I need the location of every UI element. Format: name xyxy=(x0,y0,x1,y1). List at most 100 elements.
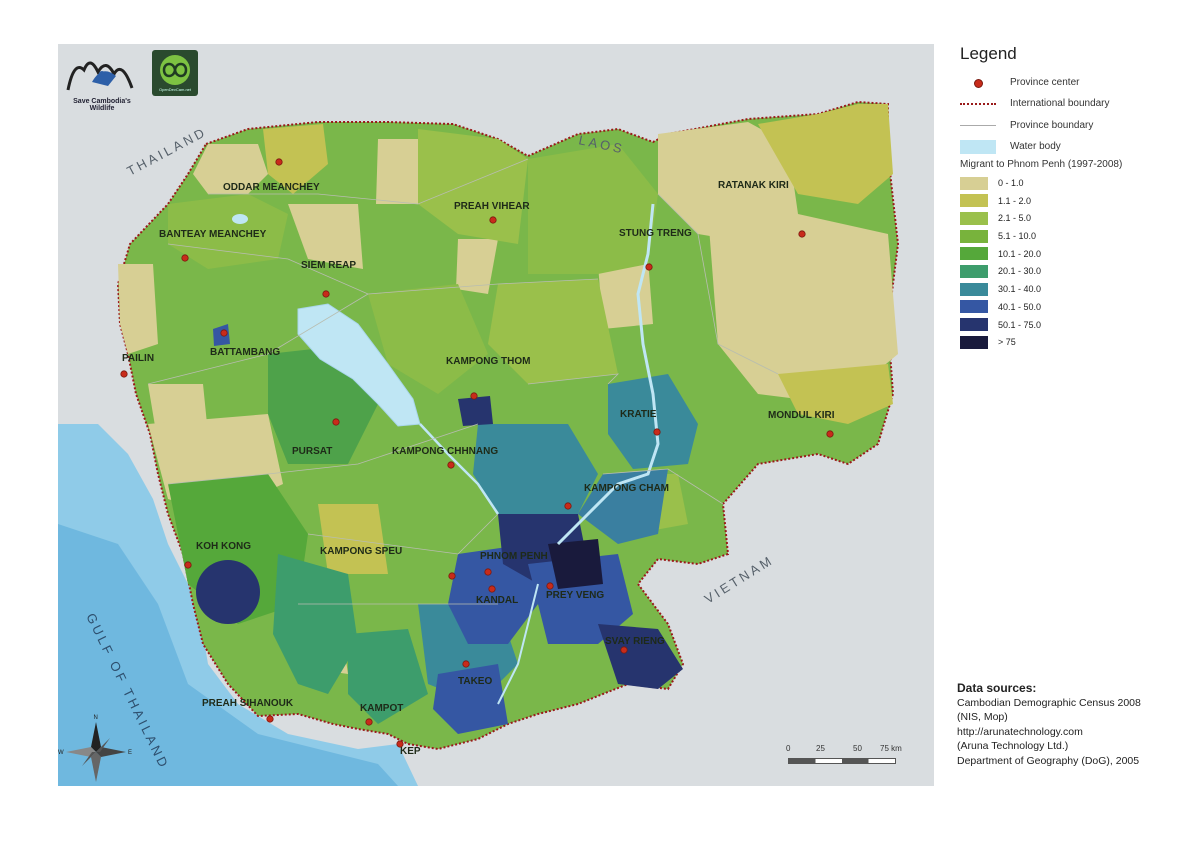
region-kampong-thom-dark xyxy=(458,396,493,426)
region-kampong-speu xyxy=(318,504,388,574)
compass-n: N xyxy=(94,715,98,721)
compass-e: E xyxy=(128,750,132,756)
region-pailin-north xyxy=(118,264,158,354)
province-center-icon xyxy=(275,158,283,166)
region-siem-north xyxy=(376,139,418,204)
region-koh-kong-island xyxy=(196,560,260,624)
legend-class-row: 40.1 - 50.0 xyxy=(948,298,1188,316)
opendevelopment-caption: OpenDevCam.net xyxy=(158,87,191,92)
province-center-icon xyxy=(396,740,404,748)
map-frame[interactable]: THAILAND LAOS VIETNAM GULF OF THAILAND O… xyxy=(58,44,934,786)
legend-label: International boundary xyxy=(1010,98,1110,110)
province-label: ODDAR MEANCHEY xyxy=(223,182,320,193)
compass-w: W xyxy=(58,750,64,756)
region-banteay xyxy=(168,194,288,269)
legend-ramp-title: Migrant to Phnom Penh (1997-2008) xyxy=(960,159,1123,171)
legend-label: Water body xyxy=(1010,141,1061,153)
logos: Save Cambodia's Wildlife OpenDevCam.net xyxy=(62,50,198,112)
legend-label: Province boundary xyxy=(1010,119,1094,131)
region-oddar-center xyxy=(263,124,328,194)
province-center-icon xyxy=(826,430,834,438)
legend-water-body: Water body xyxy=(948,136,1188,157)
province-boundaries xyxy=(147,158,779,605)
province-center-icon xyxy=(470,392,478,400)
province-label: KAMPONG THOM xyxy=(446,356,530,367)
legend-title: Legend xyxy=(960,44,1017,63)
legend-class-label: 40.1 - 50.0 xyxy=(998,301,1042,312)
region-kampong-thom xyxy=(368,284,488,394)
sea-deep xyxy=(58,524,398,786)
province-label: KAMPONG SPEU xyxy=(320,546,402,557)
data-source-line: http://arunatechnology.com xyxy=(957,725,1083,738)
region-mondul-north xyxy=(708,214,898,404)
legend-international-boundary: International boundary xyxy=(948,93,1188,114)
legend-class-swatch xyxy=(960,176,988,190)
data-sources-title: Data sources: xyxy=(957,681,1037,695)
water-body-swatch-icon xyxy=(960,139,996,154)
data-source-line: Department of Geography (DoG), 2005 xyxy=(957,754,1140,767)
province-center-icon xyxy=(484,568,492,576)
region-ratanak-east xyxy=(758,104,893,204)
legend-class-label: 30.1 - 40.0 xyxy=(998,284,1042,295)
region-takeo xyxy=(433,664,508,734)
legend-class-swatch xyxy=(960,318,988,332)
data-source-line: Cambodian Demographic Census 2008 xyxy=(957,696,1141,709)
region-ratanak-west xyxy=(658,122,798,244)
cambodia-map[interactable]: THAILAND LAOS VIETNAM GULF OF THAILAND O… xyxy=(58,44,934,786)
legend-class-row: 0 - 1.0 xyxy=(948,174,1188,192)
legend-class-swatch xyxy=(960,211,988,225)
mekong-river xyxy=(556,203,660,546)
province-center-dot-icon xyxy=(960,76,996,90)
region-kampong-cham xyxy=(578,469,668,544)
province-center-icon xyxy=(365,718,373,726)
province-center-icon xyxy=(181,254,189,262)
legend-class-label: 2.1 - 5.0 xyxy=(998,213,1032,224)
province-label: PREAH VIHEAR xyxy=(454,201,530,212)
province-label: PHNOM PENH xyxy=(480,551,548,562)
province-label: KAMPOT xyxy=(360,703,403,714)
legend-class-swatch xyxy=(960,300,988,314)
province-label: KAMPONG CHHNANG xyxy=(392,446,498,457)
legend-class-label: 0 - 1.0 xyxy=(998,178,1024,189)
province-label: KAMPONG CHAM xyxy=(584,483,669,494)
province-label: KOH KONG xyxy=(196,541,251,552)
region-kratie xyxy=(608,374,698,469)
compass-rose-icon: N S E W xyxy=(58,715,132,782)
region-kampot-hills xyxy=(273,554,358,694)
save-cambodia-logo: Save Cambodia's Wildlife xyxy=(62,50,142,112)
province-label: PAILIN xyxy=(122,353,154,364)
province-center-icon xyxy=(564,502,572,510)
region-preah-vihear xyxy=(418,129,528,244)
province-center-icon xyxy=(488,585,496,593)
province-label: STUNG TRENG xyxy=(619,228,692,239)
legend-class-row: 50.1 - 75.0 xyxy=(948,316,1188,334)
legend-class-row: 30.1 - 40.0 xyxy=(948,280,1188,298)
legend-province-center: Province center xyxy=(948,72,1188,93)
legend-class-row: > 75 xyxy=(948,333,1188,351)
scale-tick: 0 xyxy=(786,744,791,753)
province-label: TAKEO xyxy=(458,676,492,687)
scale-bar-graphic xyxy=(788,758,896,764)
province-center-icon xyxy=(448,572,456,580)
region-siem-west xyxy=(288,204,363,269)
legend-class-swatch xyxy=(960,247,988,261)
legend-class-label: 1.1 - 2.0 xyxy=(998,195,1032,206)
water-body-north xyxy=(232,214,248,224)
province-center-icon xyxy=(546,582,554,590)
region-prey-veng xyxy=(528,554,633,644)
bassac-river xyxy=(497,583,539,705)
save-cambodia-caption: Save Cambodia's Wildlife xyxy=(73,98,131,112)
infinity-logo-icon xyxy=(160,55,190,85)
province-label: MONDUL KIRI xyxy=(768,410,835,421)
international-boundary-line-icon xyxy=(960,97,996,111)
legend-class-swatch xyxy=(960,335,988,349)
province-label: KANDAL xyxy=(476,595,518,606)
province-center-icon xyxy=(462,660,470,668)
scale-bar: 0 25 50 75 km xyxy=(782,744,902,770)
opendevelopment-logo: OpenDevCam.net xyxy=(152,50,198,96)
data-source-line: (Aruna Technology Ltd.) xyxy=(957,740,1069,752)
legend-class-row: 10.1 - 20.0 xyxy=(948,245,1188,263)
province-center-icon xyxy=(620,646,628,654)
legend-class-label: 50.1 - 75.0 xyxy=(998,319,1042,330)
legend-class-swatch xyxy=(960,229,988,243)
